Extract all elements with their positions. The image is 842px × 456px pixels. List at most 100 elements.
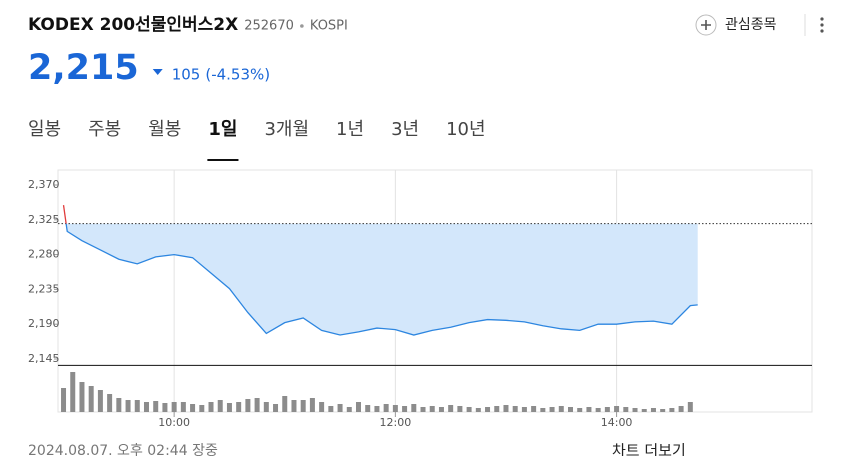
separator-dot [300, 24, 304, 28]
stock-code: 252670 [244, 19, 294, 34]
volume-bar [531, 406, 537, 412]
volume-bar [70, 372, 76, 412]
volume-bar [291, 400, 297, 412]
more-menu[interactable] [820, 17, 824, 33]
tab[interactable]: 3년 [391, 119, 419, 140]
volume-bar [328, 406, 334, 412]
volume-bar [365, 405, 371, 412]
volume-bar [79, 382, 85, 412]
watch-icon [695, 14, 717, 36]
volume-bar [180, 402, 186, 412]
volume-bar [614, 406, 620, 412]
change: 105 [172, 66, 201, 84]
volume-bar [116, 398, 122, 412]
y-tick-label: 2,325 [28, 213, 60, 226]
tab[interactable]: 월봉 [148, 119, 181, 140]
volume-bar [309, 398, 315, 412]
tab[interactable]: 10년 [446, 119, 485, 140]
menu-dot [820, 29, 824, 33]
watch-plus [701, 20, 711, 30]
volume-bar [650, 408, 656, 412]
volume-bar [282, 396, 288, 412]
volume-bar [125, 400, 131, 412]
volume-bar [263, 402, 269, 412]
area [66, 223, 698, 336]
volume-bar [448, 405, 454, 412]
volume-bar [512, 406, 518, 412]
volume-bar [558, 406, 564, 412]
volume-bar [687, 402, 693, 412]
volume-bar [420, 407, 426, 412]
volume-bar [632, 408, 638, 412]
volume-bar [319, 402, 325, 412]
volume-bar [374, 406, 380, 412]
volume-bar [300, 400, 306, 412]
tab[interactable]: 1일 [208, 119, 237, 140]
tab[interactable]: 주봉 [88, 119, 121, 140]
volume-bar [245, 399, 251, 412]
change-percent: (-4.53%) [205, 66, 270, 84]
volume-bar [623, 407, 629, 412]
volume-bar [199, 405, 205, 412]
y-tick-label: 2,370 [28, 178, 60, 191]
period-tabs: 일봉 주봉 월봉 1일 3개월 1년 3년 10년 [28, 119, 486, 161]
volume-bar [475, 408, 481, 412]
volume-bar [273, 404, 279, 412]
volume-bar [162, 403, 168, 412]
menu-dot [820, 23, 824, 27]
volume-bar [190, 404, 196, 412]
plot-frame [57, 169, 813, 413]
timestamp: 2024.08.07. 오후 02:44 장중 [28, 443, 218, 456]
volume-bar [549, 407, 555, 412]
volume-bar [503, 405, 509, 412]
volume-bar [254, 398, 260, 412]
y-tick-label: 2,145 [28, 352, 60, 365]
volume-bar [355, 402, 361, 412]
tab[interactable]: 일봉 [28, 119, 61, 140]
volume-bar [641, 409, 647, 412]
volume-bar [678, 406, 684, 412]
volume-bar [429, 406, 435, 412]
volume-bar [402, 406, 408, 412]
volume-bar [226, 403, 232, 412]
volume-bar [134, 400, 140, 412]
volume-bar [540, 408, 546, 412]
volume-bar [586, 407, 592, 412]
volume-bar [669, 408, 675, 412]
volume-bar [567, 407, 573, 412]
volume-bar [383, 404, 389, 412]
y-tick-label: 2,235 [28, 282, 60, 295]
volume-bar [143, 402, 149, 412]
price: 2,215 [28, 48, 139, 88]
volume-bar [107, 394, 113, 412]
volume-bar [604, 407, 610, 412]
volume-bar [88, 386, 94, 412]
menu-dot [820, 17, 824, 21]
volume-bar [97, 390, 103, 412]
watch-button[interactable]: 관심종목 [695, 14, 777, 36]
market: KOSPI [310, 19, 348, 34]
volume-bar [660, 409, 666, 412]
volume-bar [337, 404, 343, 412]
volume-bar [457, 406, 463, 412]
volume-bar [61, 388, 67, 412]
down-arrow [152, 69, 163, 75]
tab[interactable]: 3개월 [264, 119, 309, 140]
volume-bar [392, 405, 398, 412]
volume-bar [411, 404, 417, 412]
volume-bar [346, 407, 352, 412]
volume-bar [236, 402, 242, 412]
volume-bar [217, 400, 223, 412]
tab[interactable]: 1년 [336, 119, 364, 140]
watch-label[interactable]: 관심종목 [725, 17, 777, 33]
volume-bar [494, 406, 500, 412]
x-tick-label: 12:00 [380, 416, 412, 429]
stock-name: KODEX 200선물인버스2X [28, 15, 238, 35]
volume-bar [208, 402, 214, 412]
y-tick-label: 2,280 [28, 248, 60, 261]
price-line [65, 223, 698, 336]
chart-more-link[interactable]: 차트 더보기 [612, 442, 686, 456]
volume-bar [171, 402, 177, 412]
